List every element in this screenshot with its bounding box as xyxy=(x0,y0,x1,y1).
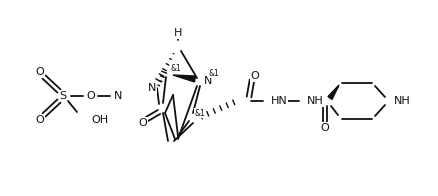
Text: NH: NH xyxy=(307,96,324,106)
Text: O: O xyxy=(87,91,95,101)
Text: NH: NH xyxy=(394,96,411,106)
Text: O: O xyxy=(321,123,329,133)
Text: &1: &1 xyxy=(208,68,219,77)
Polygon shape xyxy=(173,75,195,82)
Text: OH: OH xyxy=(91,115,108,125)
Text: O: O xyxy=(251,71,259,81)
Text: HN: HN xyxy=(271,96,288,106)
Text: N: N xyxy=(204,76,212,86)
Text: O: O xyxy=(138,118,147,128)
Text: O: O xyxy=(35,115,44,125)
Polygon shape xyxy=(328,85,339,99)
Text: &1: &1 xyxy=(171,64,181,73)
Text: N: N xyxy=(114,91,122,101)
Text: &1: &1 xyxy=(194,109,205,117)
Text: S: S xyxy=(60,91,67,101)
Text: H: H xyxy=(174,28,182,38)
Text: O: O xyxy=(35,67,44,77)
Text: N: N xyxy=(148,83,156,93)
